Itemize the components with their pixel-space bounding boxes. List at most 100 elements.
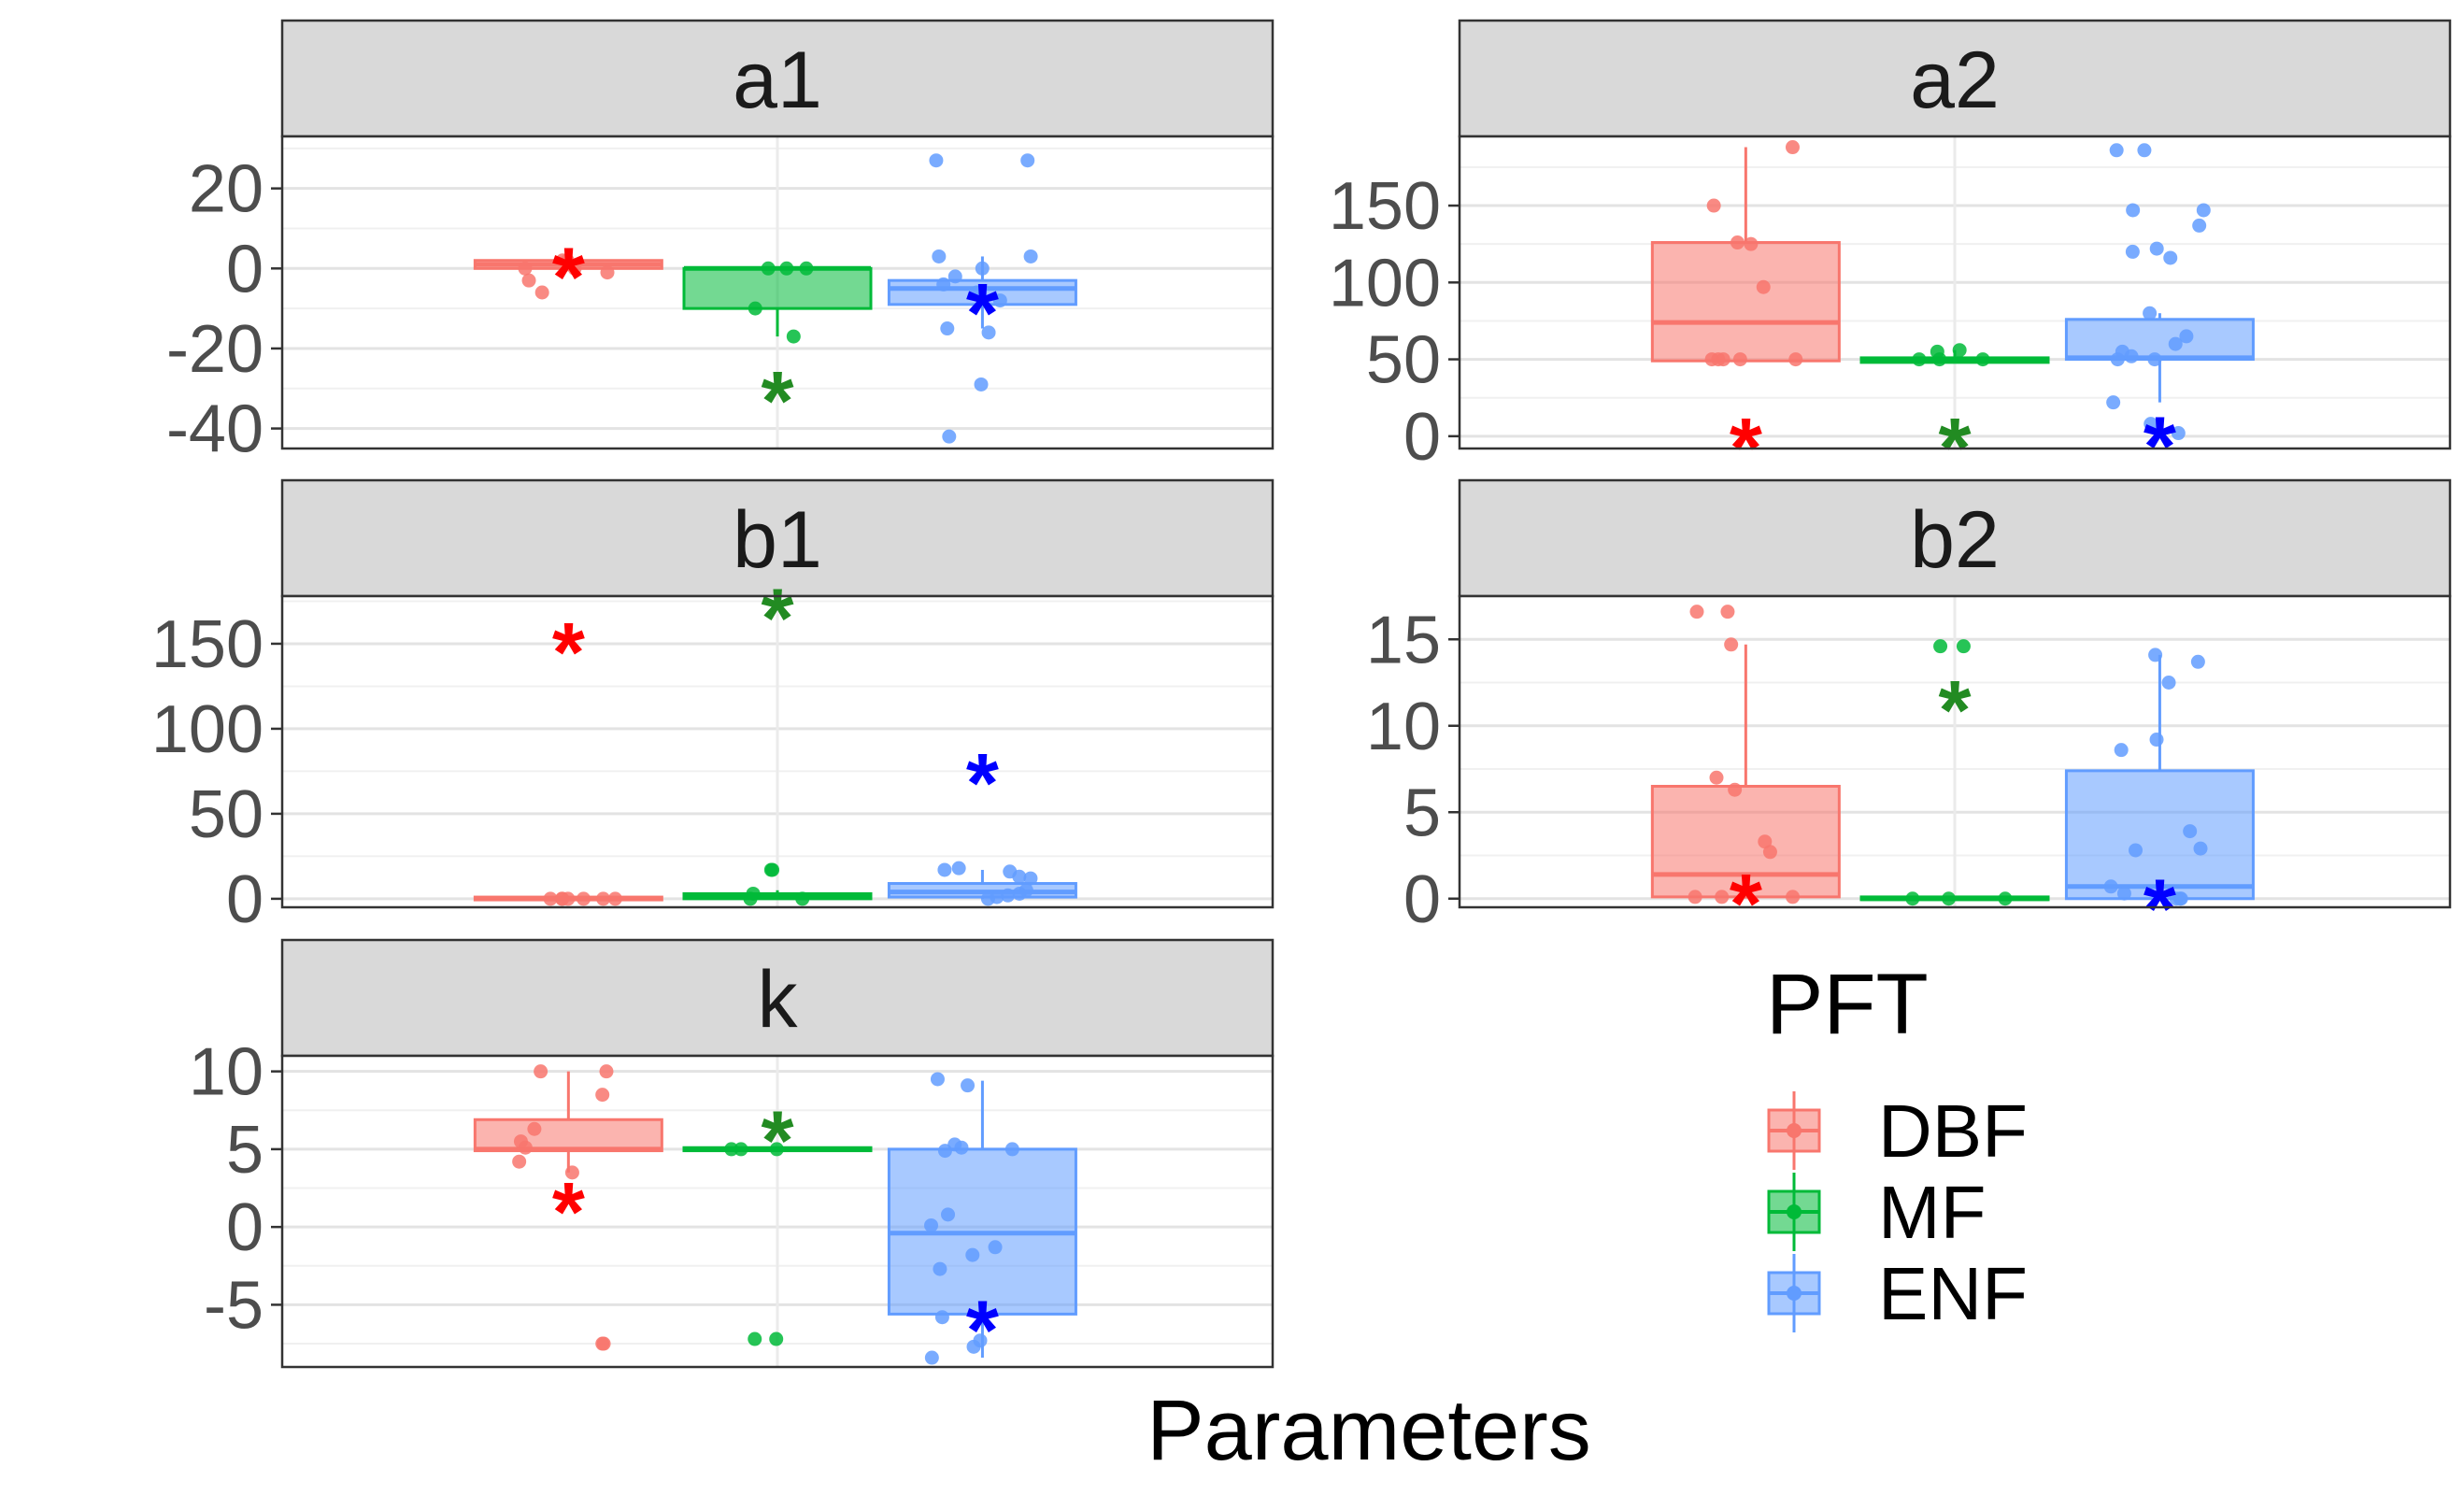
data-point bbox=[2190, 654, 2205, 669]
data-point bbox=[974, 377, 989, 392]
boxplot-DBF: * bbox=[473, 1064, 663, 1351]
data-point bbox=[2126, 203, 2141, 218]
data-point bbox=[924, 1350, 939, 1365]
boxplot-DBF: * bbox=[473, 231, 663, 324]
data-point bbox=[607, 891, 622, 906]
legend-label: ENF bbox=[1878, 1252, 2028, 1335]
facet-strip bbox=[280, 19, 1275, 138]
data-point bbox=[748, 301, 762, 316]
boxplot-MF: * bbox=[1859, 639, 2050, 906]
data-point bbox=[769, 1142, 784, 1157]
data-point bbox=[799, 261, 814, 276]
data-point bbox=[2161, 676, 2176, 690]
data-point bbox=[2116, 886, 2131, 901]
legend-key-ENF: ENF bbox=[1767, 1252, 2028, 1335]
data-point bbox=[981, 325, 996, 340]
data-point bbox=[1689, 605, 1704, 619]
data-point bbox=[2179, 329, 2194, 344]
box-iqr bbox=[473, 1118, 663, 1153]
data-point bbox=[518, 1140, 533, 1155]
data-point bbox=[1744, 236, 1759, 251]
data-point bbox=[534, 1064, 548, 1079]
facet-a1: a1 200-20-40 * * * bbox=[166, 19, 1275, 467]
data-point bbox=[1728, 782, 1743, 797]
box-iqr bbox=[2064, 769, 2255, 901]
y-tick-label: -5 bbox=[204, 1268, 263, 1343]
boxplot-DBF: * bbox=[1650, 605, 1841, 951]
facet-strip bbox=[1458, 478, 2452, 598]
boxplot-MF: * bbox=[682, 573, 873, 906]
data-point bbox=[933, 1261, 947, 1276]
data-point bbox=[564, 1165, 579, 1180]
y-tick-label: 5 bbox=[226, 1113, 263, 1188]
boxplot-ENF: * bbox=[887, 153, 1077, 444]
data-point bbox=[951, 861, 966, 876]
data-point bbox=[929, 153, 944, 168]
facet-b2: b2 15 10 5 0 * * * bbox=[1366, 478, 2452, 957]
data-point bbox=[966, 1339, 981, 1354]
data-point bbox=[1711, 352, 1726, 367]
y-tick-label: 5 bbox=[1403, 776, 1441, 850]
y-tick-label: 50 bbox=[189, 777, 263, 852]
data-point bbox=[795, 891, 810, 906]
data-point bbox=[992, 293, 1007, 308]
legend-key-MF: MF bbox=[1767, 1171, 1987, 1254]
data-point bbox=[947, 269, 962, 284]
data-point bbox=[2168, 336, 2183, 351]
data-point bbox=[1012, 869, 1027, 884]
data-point bbox=[748, 1331, 762, 1346]
data-point bbox=[543, 891, 558, 906]
facet-strip-label: a1 bbox=[733, 36, 822, 125]
data-point bbox=[961, 1078, 976, 1093]
panel-border bbox=[280, 135, 1275, 450]
y-tick-label: 100 bbox=[1329, 246, 1441, 320]
data-point bbox=[562, 257, 577, 272]
data-point bbox=[941, 1207, 956, 1222]
data-point bbox=[937, 1144, 952, 1159]
data-point bbox=[1756, 279, 1771, 294]
data-point bbox=[2114, 743, 2129, 758]
data-point bbox=[1688, 890, 1702, 904]
data-point bbox=[2149, 733, 2164, 748]
star-marker: * bbox=[966, 737, 999, 831]
star-marker: * bbox=[761, 355, 793, 448]
data-point bbox=[2148, 648, 2163, 662]
facet-strip-label: b2 bbox=[1910, 495, 2000, 585]
data-point bbox=[521, 273, 536, 288]
data-point bbox=[1956, 639, 1971, 654]
star-marker: * bbox=[1938, 664, 1971, 758]
data-point bbox=[596, 1336, 611, 1351]
y-tick-label: 0 bbox=[226, 1190, 263, 1265]
data-point bbox=[761, 261, 776, 276]
y-tick-label: 20 bbox=[189, 152, 263, 227]
data-point bbox=[975, 261, 990, 276]
y-tick-label: 15 bbox=[1366, 603, 1441, 677]
data-point bbox=[1762, 845, 1777, 860]
data-point bbox=[1912, 352, 1927, 367]
data-point bbox=[2196, 203, 2211, 218]
star-marker: * bbox=[2144, 400, 2176, 493]
data-point bbox=[2149, 241, 2164, 256]
data-point bbox=[724, 1142, 739, 1157]
data-point bbox=[2192, 218, 2207, 233]
y-tick-label: 100 bbox=[151, 692, 263, 767]
data-point bbox=[1785, 140, 1800, 155]
data-point bbox=[1788, 352, 1803, 367]
y-tick-label: -20 bbox=[166, 312, 263, 387]
legend-label: MF bbox=[1878, 1171, 1987, 1254]
x-axis-title: Parameters bbox=[1147, 1383, 1591, 1478]
data-point bbox=[763, 862, 778, 877]
data-point bbox=[965, 1247, 980, 1262]
data-point bbox=[2183, 824, 2198, 839]
legend-point bbox=[1787, 1286, 1802, 1301]
data-point bbox=[1952, 343, 1967, 358]
star-marker: * bbox=[761, 573, 793, 666]
data-point bbox=[924, 1217, 939, 1232]
data-point bbox=[734, 1142, 748, 1157]
data-point bbox=[940, 321, 955, 336]
